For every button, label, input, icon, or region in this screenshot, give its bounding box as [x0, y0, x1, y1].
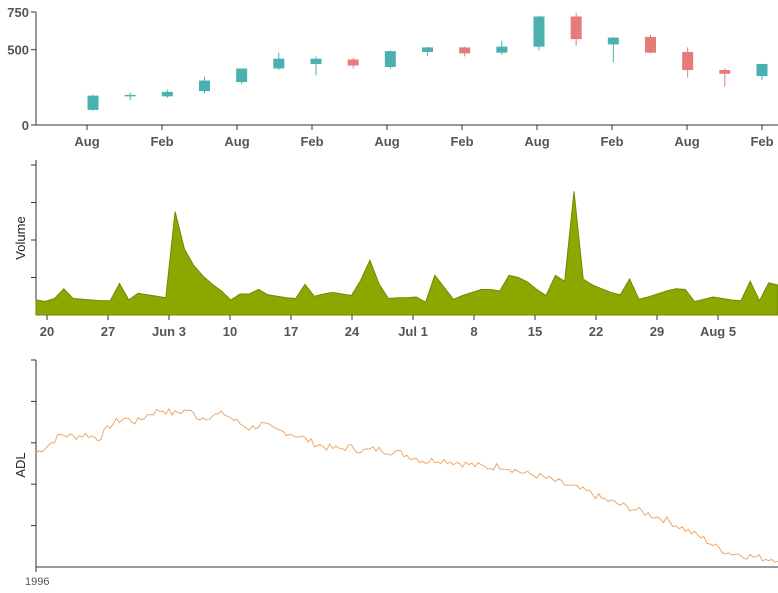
candle-y-ticks: 0 500 750: [7, 5, 36, 133]
candle-x-tick-label: Feb: [300, 134, 323, 149]
volume-x-tick-label: 10: [223, 324, 237, 339]
candle-body: [719, 70, 731, 74]
candle-body: [236, 68, 248, 83]
volume-x-tick-label: 29: [650, 324, 664, 339]
candle-x-tick-label: Feb: [750, 134, 773, 149]
candle-body: [347, 59, 359, 66]
volume-y-ticks: [31, 164, 36, 278]
candle-x-tick-label: Feb: [150, 134, 173, 149]
candle-x-tick-label: Aug: [674, 134, 699, 149]
candle-body: [310, 58, 322, 64]
adl-line: [35, 407, 778, 563]
candle-body: [161, 91, 173, 97]
candle-y-tick-label: 500: [7, 43, 29, 58]
volume-x-tick-label: 17: [284, 324, 298, 339]
adl-panel: 1996 ADL: [13, 359, 778, 588]
candle-body: [607, 37, 619, 45]
candle-body: [756, 63, 768, 77]
volume-x-tick-label: 27: [101, 324, 115, 339]
candle-body: [496, 46, 508, 53]
volume-x-ticks: 20 27 Jun 3 10 17 24 Jul 1 8 15 22 29 Aug 5: [40, 315, 736, 339]
candle-body: [533, 16, 545, 47]
candle-body: [459, 47, 471, 54]
candle-body: [645, 36, 656, 53]
candle-y-tick-label: 0: [22, 118, 29, 133]
adl-y-ticks: [31, 359, 36, 527]
volume-x-tick-label: 20: [40, 324, 54, 339]
candle-body: [124, 94, 136, 97]
candle-body: [199, 80, 210, 92]
volume-panel: 20 27 Jun 3 10 17 24 Jul 1 8 15 22 29 Aug 5 Volume: [13, 160, 778, 339]
volume-x-tick-label: 24: [345, 324, 360, 339]
candle-x-tick-label: Feb: [600, 134, 623, 149]
candle-series: [87, 12, 768, 111]
adl-x-tick-label: 1996: [25, 576, 49, 588]
candle-body: [570, 16, 582, 40]
volume-ylabel: Volume: [13, 216, 28, 259]
candle-x-tick-label: Aug: [224, 134, 249, 149]
adl-ylabel: ADL: [13, 452, 28, 477]
candle-x-tick-label: Aug: [74, 134, 99, 149]
volume-x-tick-label: 22: [589, 324, 603, 339]
candle-x-tick-label: Aug: [524, 134, 549, 149]
candle-x-tick-label: Aug: [374, 134, 399, 149]
candle-body: [422, 47, 433, 52]
candlestick-panel: 0 500 750 Aug Feb Aug Feb Aug Feb Aug Feb Aug Feb: [7, 5, 778, 149]
volume-x-tick-label: 8: [470, 324, 477, 339]
volume-area: [35, 191, 778, 316]
volume-x-tick-label: Jun 3: [152, 324, 186, 339]
candle-x-ticks: Aug Feb Aug Feb Aug Feb Aug Feb Aug Feb: [74, 125, 774, 149]
candle-body: [682, 51, 694, 71]
candle-body: [384, 51, 396, 67]
candle-body: [273, 58, 285, 69]
candle-body: [87, 95, 99, 110]
candle-y-tick-label: 750: [7, 5, 29, 20]
volume-x-tick-label: Jul 1: [398, 324, 428, 339]
volume-x-tick-label: 15: [528, 324, 542, 339]
volume-x-tick-label: Aug 5: [700, 324, 736, 339]
candle-x-tick-label: Feb: [450, 134, 473, 149]
